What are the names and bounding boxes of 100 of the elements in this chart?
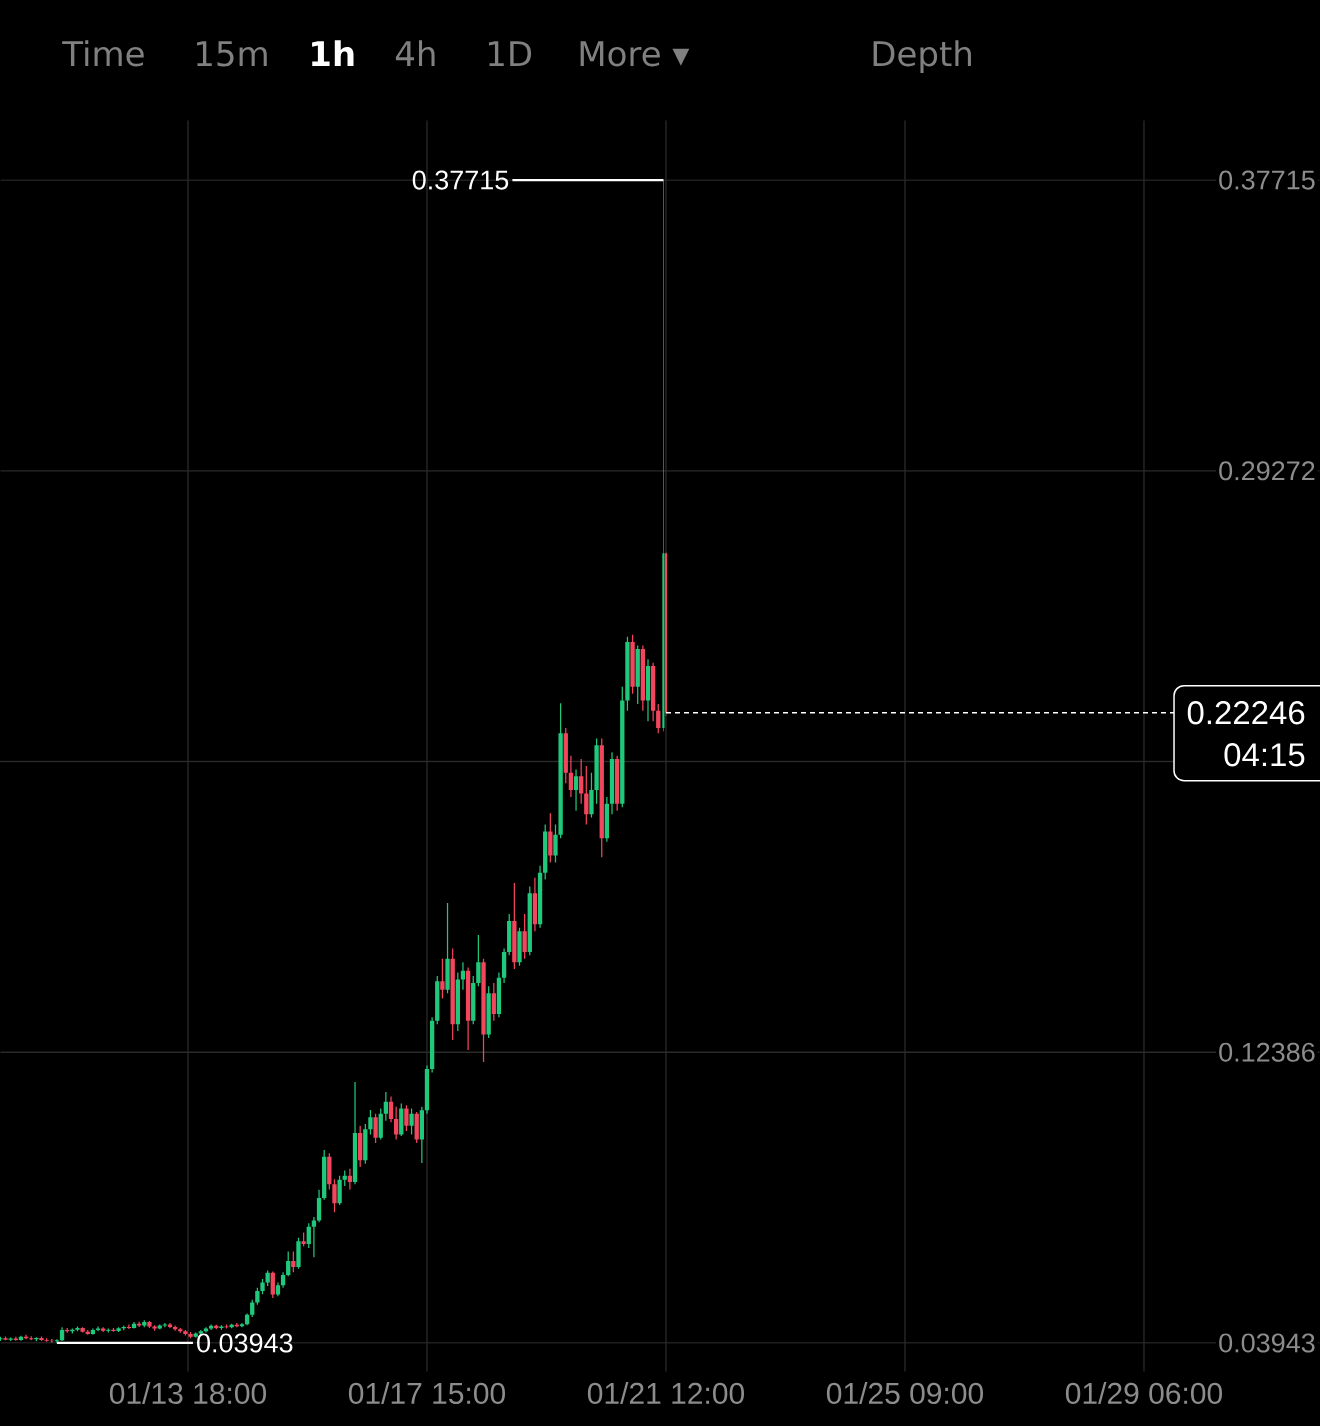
y-tick-label: 0.03943	[1219, 1333, 1315, 1353]
candlestick	[419, 1106, 425, 1163]
candlestick	[656, 703, 661, 734]
candlestick	[501, 948, 507, 983]
candlestick	[604, 796, 610, 842]
candlestick	[512, 883, 517, 970]
candlestick	[162, 1323, 168, 1328]
candlestick	[465, 967, 471, 1051]
candlestick	[620, 686, 625, 808]
candlestick	[147, 1321, 152, 1328]
y-tick-label: 0.12386	[1219, 1042, 1315, 1062]
candlestick	[568, 755, 574, 797]
candlestick	[445, 903, 450, 994]
candlestick	[116, 1327, 121, 1333]
candlestick	[563, 728, 568, 784]
y-tick-label: 0.29272	[1219, 461, 1315, 481]
text: More ▾	[580, 41, 690, 67]
candlestick	[517, 927, 522, 966]
candlestick	[424, 1065, 430, 1114]
candlestick	[239, 1323, 245, 1328]
candlestick	[404, 1105, 409, 1131]
candlestick	[255, 1287, 260, 1305]
x-tick-label: 01/25 09:00	[826, 1381, 984, 1405]
candlestick	[368, 1109, 373, 1135]
candlestick	[291, 1251, 296, 1273]
candlestick	[306, 1223, 311, 1249]
x-tick-label: 01/17 15:00	[348, 1381, 506, 1405]
candlestick	[270, 1271, 275, 1298]
candlestick	[327, 1153, 332, 1190]
candlestick	[332, 1179, 337, 1213]
candlestick	[316, 1189, 322, 1223]
candlestick	[178, 1327, 183, 1333]
candlestick	[95, 1326, 101, 1332]
candlestick	[193, 1332, 198, 1338]
candlestick	[609, 752, 615, 815]
candlestick	[532, 877, 538, 932]
candlestick	[460, 962, 466, 990]
x-tick-label: 01/21 12:00	[587, 1381, 745, 1405]
candlestick	[635, 645, 640, 704]
candlestick	[203, 1327, 209, 1333]
ref-line-label: 0.22246	[1187, 701, 1305, 725]
candlestick	[219, 1325, 224, 1330]
candlestick	[496, 972, 502, 1018]
candlestick	[450, 948, 455, 1041]
text: 1D	[489, 41, 532, 66]
text: 4h	[395, 40, 435, 66]
candlestick	[414, 1112, 419, 1144]
candlestick	[543, 824, 548, 880]
candlestick	[615, 755, 620, 811]
text: Time	[62, 40, 144, 67]
candlestick	[481, 958, 486, 1063]
candlestick	[347, 1168, 353, 1190]
candlestick	[44, 1338, 49, 1342]
candlestick	[80, 1327, 85, 1333]
candlestick	[491, 982, 496, 1021]
candlestick	[409, 1108, 414, 1135]
candlestick	[18, 1335, 24, 1341]
candlestick	[358, 1125, 363, 1168]
candlestick	[625, 636, 630, 711]
candlestick	[440, 958, 445, 999]
candlestick	[265, 1270, 270, 1286]
x-tick-label: 01/13 18:00	[109, 1381, 267, 1405]
candlestick	[579, 759, 584, 804]
candlestick	[455, 972, 460, 1032]
candlestick	[250, 1299, 255, 1317]
candlestick	[301, 1232, 306, 1247]
candlestick	[537, 865, 543, 928]
x-tick-label: 01/29 06:00	[1065, 1381, 1223, 1405]
candlestick	[476, 935, 481, 987]
candlestick	[486, 986, 491, 1038]
candlestick	[39, 1336, 44, 1342]
candlestick	[599, 738, 604, 858]
candlestick	[75, 1326, 80, 1332]
candlestick	[527, 886, 532, 956]
candlestick	[23, 1334, 29, 1340]
candlestick	[373, 1113, 378, 1144]
candlestick	[645, 659, 651, 722]
candlestick	[388, 1096, 394, 1123]
candlestick	[101, 1327, 106, 1333]
candlestick	[650, 662, 656, 722]
candlestick	[383, 1092, 389, 1121]
candlestick	[435, 976, 440, 1025]
candlestick	[260, 1279, 265, 1295]
candlestick	[3, 1336, 8, 1341]
candlestick	[630, 634, 635, 694]
text: 1h	[312, 40, 354, 66]
candlestick	[275, 1282, 281, 1297]
y-tick-label: 0.37715	[1219, 170, 1315, 190]
annotation: 0.37715	[412, 170, 509, 190]
candlestick	[589, 772, 594, 818]
candlestick	[522, 914, 527, 959]
candlestick	[311, 1217, 317, 1258]
candlestick	[352, 1082, 358, 1185]
candlestick	[244, 1313, 250, 1326]
candlestick	[399, 1103, 404, 1137]
candlestick	[137, 1321, 142, 1327]
text: Depth	[873, 40, 971, 74]
candlestick	[167, 1323, 173, 1328]
candlestick	[507, 914, 512, 956]
candlestick	[363, 1124, 368, 1164]
